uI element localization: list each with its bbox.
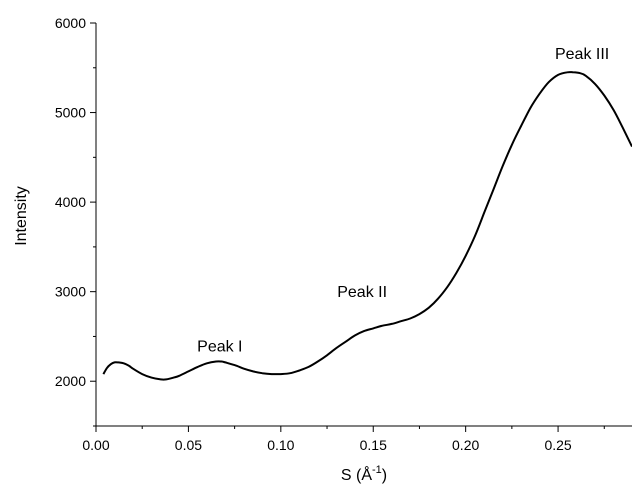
peak-label: Peak III xyxy=(555,46,609,63)
intensity-series-line xyxy=(102,71,632,381)
x-tick-label: 0.00 xyxy=(82,437,109,453)
x-tick-label: 0.15 xyxy=(360,437,387,453)
x-axis-title-main: S (Å xyxy=(341,465,372,484)
x-tick-label: 0.10 xyxy=(267,437,294,453)
x-tick-label: 0.20 xyxy=(452,437,479,453)
x-tick-label: 0.25 xyxy=(544,437,571,453)
peak-label: Peak I xyxy=(197,339,242,356)
y-tick-label: 5000 xyxy=(55,105,86,121)
peak-label: Peak II xyxy=(337,284,387,301)
x-axis-title-close: ) xyxy=(382,467,387,484)
y-tick-label: 4000 xyxy=(55,194,86,210)
chart-axes xyxy=(95,23,632,427)
peak-annotations: Peak I Peak II Peak III xyxy=(197,46,609,356)
x-axis-title-superscript: -1 xyxy=(372,464,382,476)
x-axis-ticks: 0.00 0.05 0.10 0.15 0.20 0.25 xyxy=(82,426,605,453)
y-axis-title: Intensity xyxy=(13,186,30,246)
y-axis-ticks: 2000 3000 4000 5000 6000 xyxy=(55,15,96,427)
y-tick-label: 2000 xyxy=(55,373,86,389)
y-tick-label: 6000 xyxy=(55,15,86,31)
x-axis-title: S (Å-1) xyxy=(341,464,387,484)
x-tick-label: 0.05 xyxy=(175,437,202,453)
y-tick-label: 3000 xyxy=(55,284,86,300)
